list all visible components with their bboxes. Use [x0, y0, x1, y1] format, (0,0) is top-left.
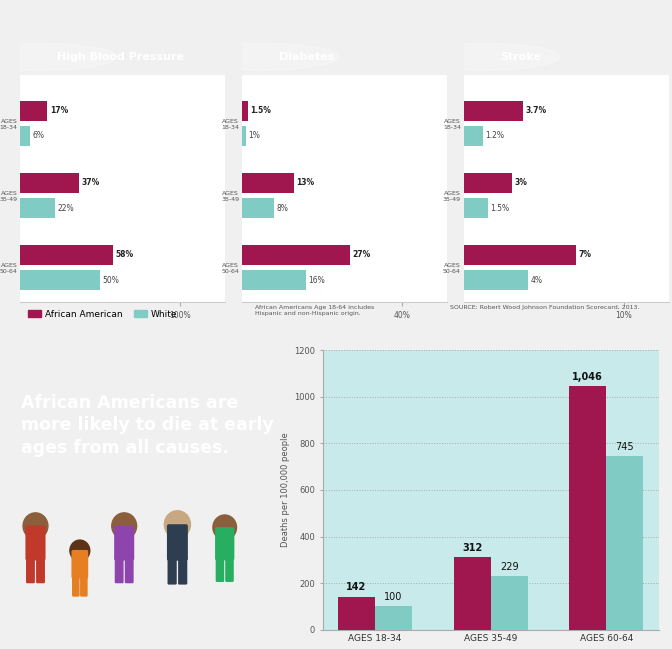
Text: Diabetes: Diabetes [279, 52, 334, 62]
Bar [606, 456, 643, 630]
FancyBboxPatch shape [72, 574, 79, 596]
Text: 37%: 37% [82, 178, 100, 188]
Bar [242, 101, 248, 121]
Bar [338, 596, 375, 630]
Text: African Americans are
more likely to die at early
ages from all causes.: African Americans are more likely to die… [21, 393, 274, 458]
Bar [491, 576, 528, 630]
Text: 142: 142 [346, 582, 366, 593]
Y-axis label: Deaths per 100,000 people: Deaths per 100,000 people [281, 433, 290, 547]
Bar [20, 270, 100, 290]
FancyBboxPatch shape [167, 524, 188, 561]
FancyBboxPatch shape [216, 556, 224, 582]
FancyBboxPatch shape [215, 527, 235, 560]
Bar [20, 173, 79, 193]
Bar [242, 126, 246, 146]
Text: 1.5%: 1.5% [251, 106, 271, 115]
Bar [464, 173, 511, 193]
Text: 22%: 22% [58, 204, 75, 212]
Text: 3%: 3% [514, 178, 527, 188]
Bar [464, 198, 488, 218]
Text: 1%: 1% [249, 132, 260, 140]
Circle shape [183, 43, 338, 70]
FancyBboxPatch shape [114, 526, 134, 561]
Circle shape [23, 513, 48, 539]
FancyBboxPatch shape [225, 556, 234, 582]
Text: 1.5%: 1.5% [490, 204, 509, 212]
Text: 4%: 4% [530, 276, 542, 285]
Bar [464, 126, 483, 146]
Text: 16%: 16% [308, 276, 325, 285]
Bar [20, 126, 30, 146]
FancyBboxPatch shape [167, 556, 177, 585]
Circle shape [112, 513, 136, 539]
Bar [464, 101, 523, 121]
Bar [242, 173, 294, 193]
Text: 58%: 58% [116, 251, 134, 260]
Bar [454, 557, 491, 630]
FancyBboxPatch shape [36, 556, 45, 583]
FancyBboxPatch shape [71, 550, 88, 579]
Circle shape [70, 540, 90, 561]
Bar [20, 198, 55, 218]
Text: 27%: 27% [352, 251, 371, 260]
Bar [20, 245, 113, 265]
Text: 312: 312 [462, 543, 482, 553]
Text: Stroke: Stroke [501, 52, 542, 62]
FancyBboxPatch shape [115, 556, 124, 583]
Bar [242, 245, 350, 265]
Text: 745: 745 [616, 442, 634, 452]
Bar [242, 270, 306, 290]
Text: SOURCE: Robert Wood Johnson Foundation Scorecard, 2013.: SOURCE: Robert Wood Johnson Foundation S… [450, 304, 640, 310]
Circle shape [0, 43, 116, 70]
Text: 50%: 50% [103, 276, 120, 285]
Text: 1.2%: 1.2% [485, 132, 504, 140]
Circle shape [405, 43, 560, 70]
Text: African Americans Age 18-64 includes
Hispanic and non-Hispanic origin.: African Americans Age 18-64 includes His… [255, 304, 374, 316]
Circle shape [213, 515, 237, 540]
Text: 6%: 6% [32, 132, 44, 140]
Legend: African American, White: African American, White [25, 306, 181, 322]
Bar [20, 101, 48, 121]
Text: 229: 229 [500, 562, 518, 572]
Text: 100: 100 [384, 592, 403, 602]
Text: 7%: 7% [578, 251, 591, 260]
Bar [464, 245, 576, 265]
Circle shape [165, 511, 190, 538]
FancyBboxPatch shape [26, 526, 46, 561]
FancyBboxPatch shape [125, 556, 134, 583]
Text: 1,046: 1,046 [573, 372, 603, 382]
FancyBboxPatch shape [178, 556, 187, 585]
Text: 3.7%: 3.7% [526, 106, 546, 115]
Text: High Blood Pressure: High Blood Pressure [57, 52, 184, 62]
FancyBboxPatch shape [26, 556, 35, 583]
FancyBboxPatch shape [80, 574, 87, 596]
Text: 8%: 8% [276, 204, 288, 212]
Bar [464, 270, 528, 290]
Bar [375, 606, 412, 630]
Text: 17%: 17% [50, 106, 68, 115]
Bar [242, 198, 274, 218]
Text: 13%: 13% [296, 178, 314, 188]
Bar [569, 386, 606, 630]
